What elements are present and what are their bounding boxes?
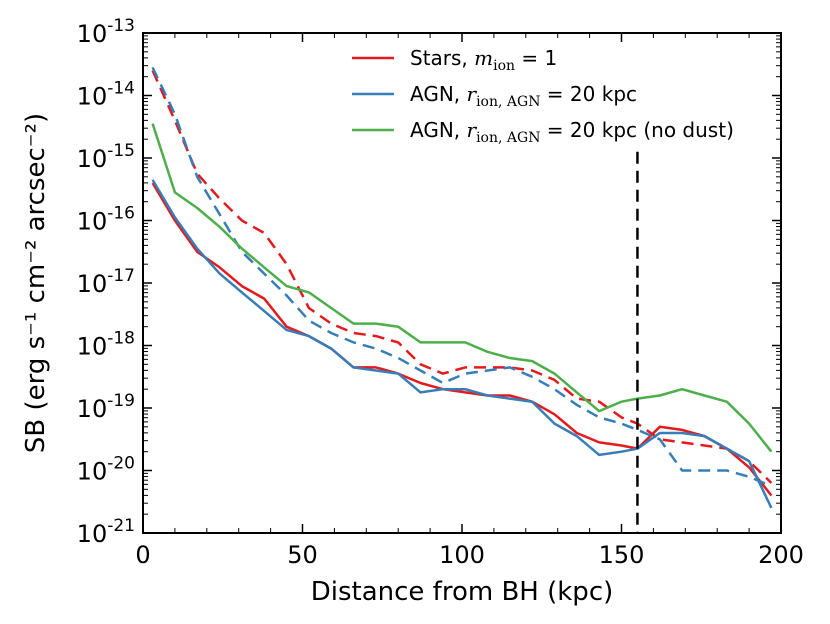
- x-tick-label: 0: [135, 541, 150, 569]
- y-tick-base: 10: [77, 20, 108, 48]
- legend-subscript: ion, AGN: [476, 130, 540, 146]
- axes: 0 50 100 150 20010-1310-1410-1510-1610-1710-…: [77, 16, 804, 569]
- legend-entry-1: AGN, rion, AGN = 20 kpc: [410, 82, 637, 110]
- y-tick-exponent: -16: [107, 204, 135, 224]
- series-line-4: [151, 123, 773, 453]
- y-tick-label: 10-15: [77, 141, 135, 173]
- y-tick-base: 10: [77, 458, 108, 486]
- y-tick-label: 10-18: [77, 329, 135, 361]
- x-tick-label: 100: [439, 541, 485, 569]
- y-tick-label: 10-20: [77, 454, 135, 486]
- y-tick-exponent: -14: [107, 79, 135, 99]
- legend-suffix: = 20 kpc: [540, 82, 637, 106]
- legend-subscript: ion: [493, 58, 515, 74]
- y-tick-exponent: -20: [107, 454, 135, 474]
- x-tick-label: 200: [758, 541, 804, 569]
- y-tick-base: 10: [77, 395, 108, 423]
- series-line-1: [151, 69, 773, 484]
- y-tick-exponent: -17: [107, 266, 135, 286]
- y-tick-base: 10: [77, 145, 108, 173]
- y-tick-base: 10: [77, 333, 108, 361]
- legend-math-symbol: r: [467, 118, 478, 142]
- legend-prefix: AGN,: [410, 82, 467, 106]
- y-tick-label: 10-16: [77, 204, 135, 236]
- y-axis-label: SB (erg s⁻¹ cm⁻² arcsec⁻²): [21, 113, 51, 453]
- y-tick-label: 10-19: [77, 391, 135, 423]
- legend-prefix: AGN,: [410, 118, 467, 142]
- y-tick-base: 10: [77, 270, 108, 298]
- series-line-2: [151, 179, 773, 509]
- y-tick-exponent: -18: [107, 329, 135, 349]
- y-tick-base: 10: [77, 520, 108, 548]
- series-line-0: [151, 182, 773, 497]
- legend-suffix: = 1: [515, 46, 557, 70]
- legend-entry-0: Stars, mion = 1: [410, 46, 557, 74]
- y-tick-label: 10-17: [77, 266, 135, 298]
- legend-math-symbol: m: [474, 46, 493, 70]
- x-axis-label: Distance from BH (kpc): [311, 577, 614, 607]
- y-tick-base: 10: [77, 208, 108, 236]
- legend-subscript: ion, AGN: [476, 94, 540, 110]
- y-tick-base: 10: [77, 83, 108, 111]
- legend-entry-2: AGN, rion, AGN = 20 kpc (no dust): [410, 118, 734, 146]
- y-tick-exponent: -15: [107, 141, 135, 161]
- y-tick-exponent: -21: [107, 516, 135, 536]
- y-tick-label: 10-13: [77, 16, 135, 48]
- y-tick-exponent: -13: [107, 16, 135, 36]
- legend-math-symbol: r: [467, 82, 478, 106]
- y-tick-exponent: -19: [107, 391, 135, 411]
- axis-labels: Distance from BH (kpc) SB (erg s⁻¹ cm⁻² a…: [21, 113, 613, 607]
- x-tick-label: 150: [599, 541, 645, 569]
- y-tick-label: 10-21: [77, 516, 135, 548]
- series-group: [151, 66, 773, 533]
- plot-area: [151, 66, 773, 533]
- legend-suffix: = 20 kpc (no dust): [540, 118, 733, 142]
- x-tick-label: 50: [287, 541, 318, 569]
- y-tick-label: 10-14: [77, 79, 135, 111]
- legend-prefix: Stars,: [410, 46, 474, 70]
